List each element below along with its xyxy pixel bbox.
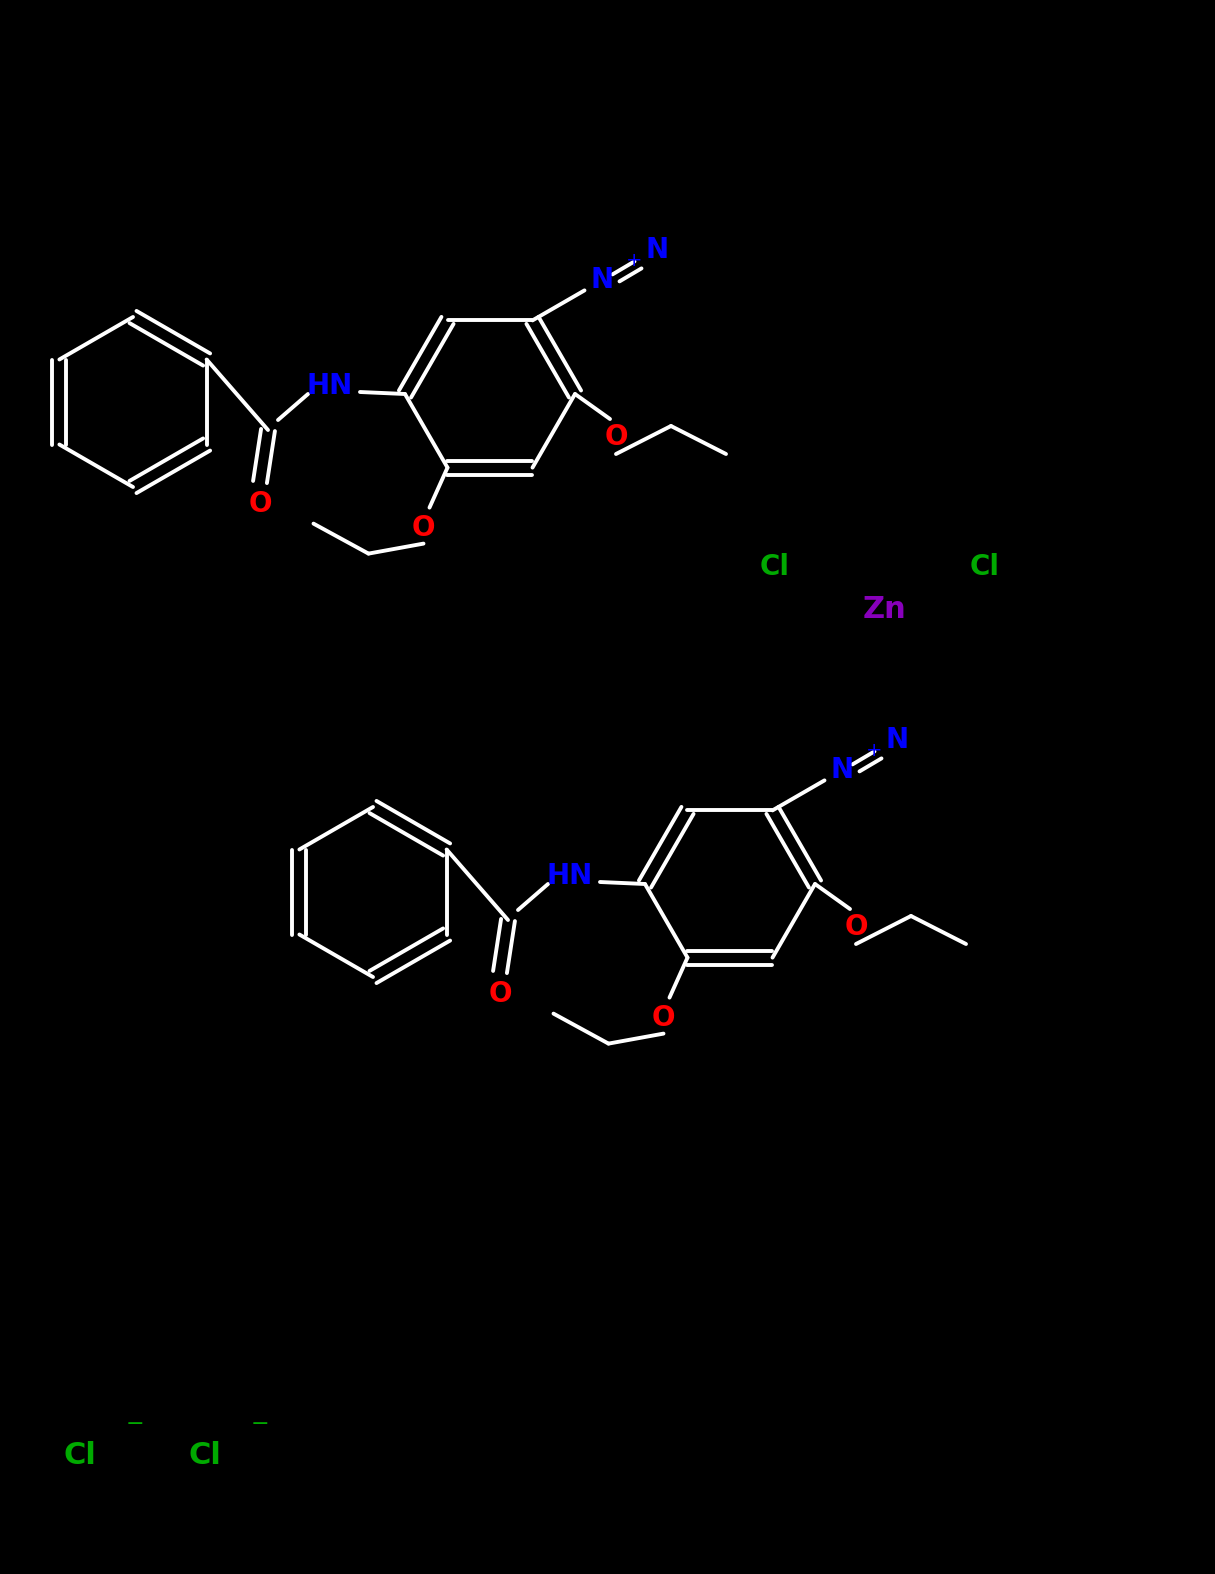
Text: Cl: Cl bbox=[63, 1442, 96, 1470]
Text: HN: HN bbox=[547, 863, 593, 889]
Text: +: + bbox=[866, 741, 883, 760]
Text: −: − bbox=[250, 1413, 270, 1434]
Text: N: N bbox=[886, 726, 909, 754]
Text: Cl: Cl bbox=[761, 552, 790, 581]
Text: O: O bbox=[844, 913, 868, 941]
Text: N: N bbox=[831, 757, 854, 784]
Text: +: + bbox=[626, 250, 643, 269]
Text: HN: HN bbox=[307, 371, 354, 400]
Text: Cl: Cl bbox=[970, 552, 1000, 581]
Text: N: N bbox=[590, 266, 614, 294]
Text: N: N bbox=[646, 236, 669, 264]
Text: O: O bbox=[604, 423, 628, 452]
Text: Zn: Zn bbox=[863, 595, 906, 623]
Text: O: O bbox=[248, 490, 272, 518]
Text: O: O bbox=[412, 513, 435, 541]
Text: O: O bbox=[488, 981, 512, 1007]
Text: Cl: Cl bbox=[188, 1442, 221, 1470]
Text: −: − bbox=[125, 1413, 145, 1434]
Text: O: O bbox=[651, 1004, 676, 1031]
